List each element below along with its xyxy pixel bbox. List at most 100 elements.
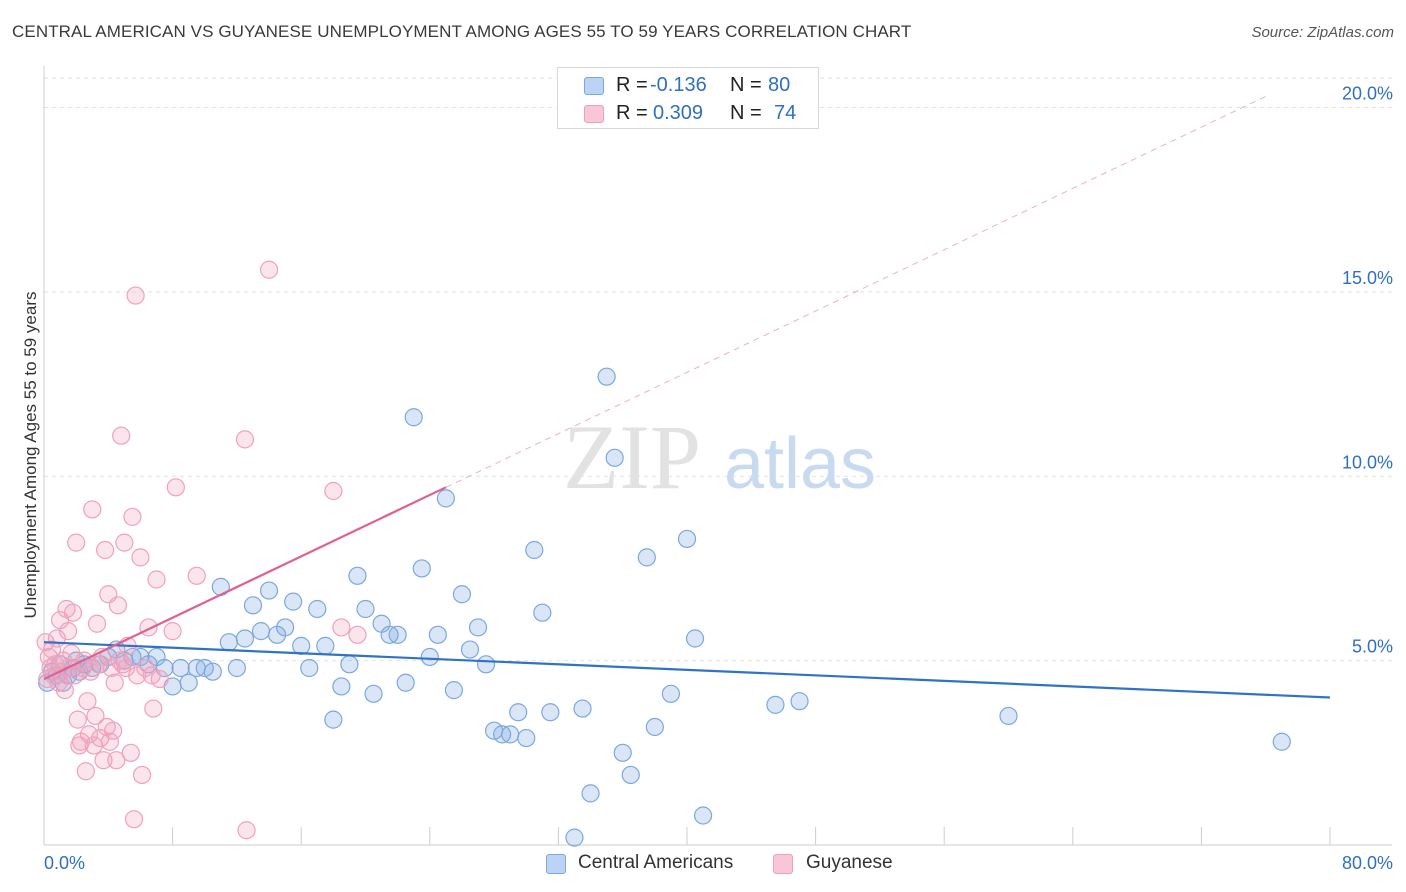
legend-swatch-central-americans [584,77,604,95]
legend-r-value: -0.136 [650,74,707,96]
data-point [276,618,295,637]
data-point [112,426,131,445]
data-point [86,706,105,726]
data-point [396,673,415,692]
data-point [476,655,496,674]
bottom-swatch-guyanese [773,854,793,874]
y-tick-label: 5.0% [1352,637,1393,657]
legend-n-value: 80 [768,74,791,96]
data-point [693,806,713,825]
data-point [237,821,256,840]
data-point [150,669,169,689]
data-point [428,625,447,644]
data-point [300,658,319,678]
data-point [999,706,1018,726]
data-point [637,548,656,567]
source-label: Source: ZipAtlas.com [1251,24,1394,41]
data-point [121,743,140,762]
data-point [790,692,809,711]
data-point [131,548,150,567]
bottom-legend-label: Guyanese [806,852,893,873]
data-point [259,260,279,279]
data-point [219,633,238,652]
data-point [95,540,115,560]
data-point [404,408,423,427]
data-point [179,673,198,692]
data-point [677,529,697,549]
data-point [597,367,616,386]
data-point [251,622,271,641]
series-central-americans [38,367,1291,847]
data-point [68,710,87,729]
data-point [332,677,351,696]
data-point [308,599,327,619]
data-point [324,710,343,729]
x-tick-label-min: 0.0% [44,853,85,873]
data-point [436,489,455,508]
data-points [36,260,1291,847]
data-point [107,751,126,770]
data-point [243,596,263,615]
legend-row-central-americans: R = -0.136 N = 80 [558,73,818,101]
trend-extension [445,95,1266,488]
data-point [123,507,142,526]
data-point [259,581,279,600]
data-point [661,684,681,703]
data-point [766,695,785,714]
y-tick-label: 15.0% [1342,268,1393,288]
data-point [348,566,367,585]
data-point [108,596,128,615]
data-point [581,784,600,803]
data-point [166,478,185,497]
data-point [332,618,351,637]
data-point [76,762,95,781]
data-point [105,673,124,692]
series-guyanese [36,260,367,840]
data-point [525,540,544,560]
data-point [83,500,102,519]
data-point [144,699,163,718]
data-point [517,728,536,748]
data-point [452,585,472,604]
correlation-legend: R = -0.136 N = 80 R = 0.309 N = 74 [557,67,819,129]
data-point [147,570,166,589]
data-point [116,658,136,678]
data-point [132,765,152,785]
legend-r-label: R = [616,102,648,124]
trend-line [43,641,1331,699]
legend-r-value: 0.309 [653,102,704,124]
legend-n-value: 74 [774,102,797,124]
data-point [613,743,632,762]
data-point [645,717,664,737]
data-point [104,721,123,740]
data-point [541,703,560,722]
chart-title: CENTRAL AMERICAN VS GUYANESE UNEMPLOYMEN… [12,22,912,41]
y-tick-label: 10.0% [1342,452,1393,472]
grid-lines [44,77,1392,662]
bottom-swatch-central-americans [546,854,566,874]
data-point [49,673,68,692]
data-point [685,629,705,648]
data-point [444,681,464,700]
data-point [227,658,246,678]
data-point [126,286,145,305]
data-point [67,533,86,552]
data-point [59,622,78,641]
watermark-atlas: atlas [724,424,876,504]
x-tick-label-max: 80.0% [1342,853,1393,873]
data-point [340,655,359,674]
trend-lines [43,95,1331,699]
data-point [292,636,311,655]
axes [43,66,1392,846]
data-point [87,614,107,633]
data-point [235,430,255,449]
watermark: ZIP atlas [563,406,876,508]
data-point [364,684,383,703]
watermark-zip: ZIP [563,406,701,508]
data-point [356,599,375,619]
legend-row-guyanese: R = 0.309 N = 74 [558,101,818,129]
data-point [94,751,113,770]
data-point [136,658,155,678]
trend-line [43,486,447,681]
data-point [115,533,134,552]
